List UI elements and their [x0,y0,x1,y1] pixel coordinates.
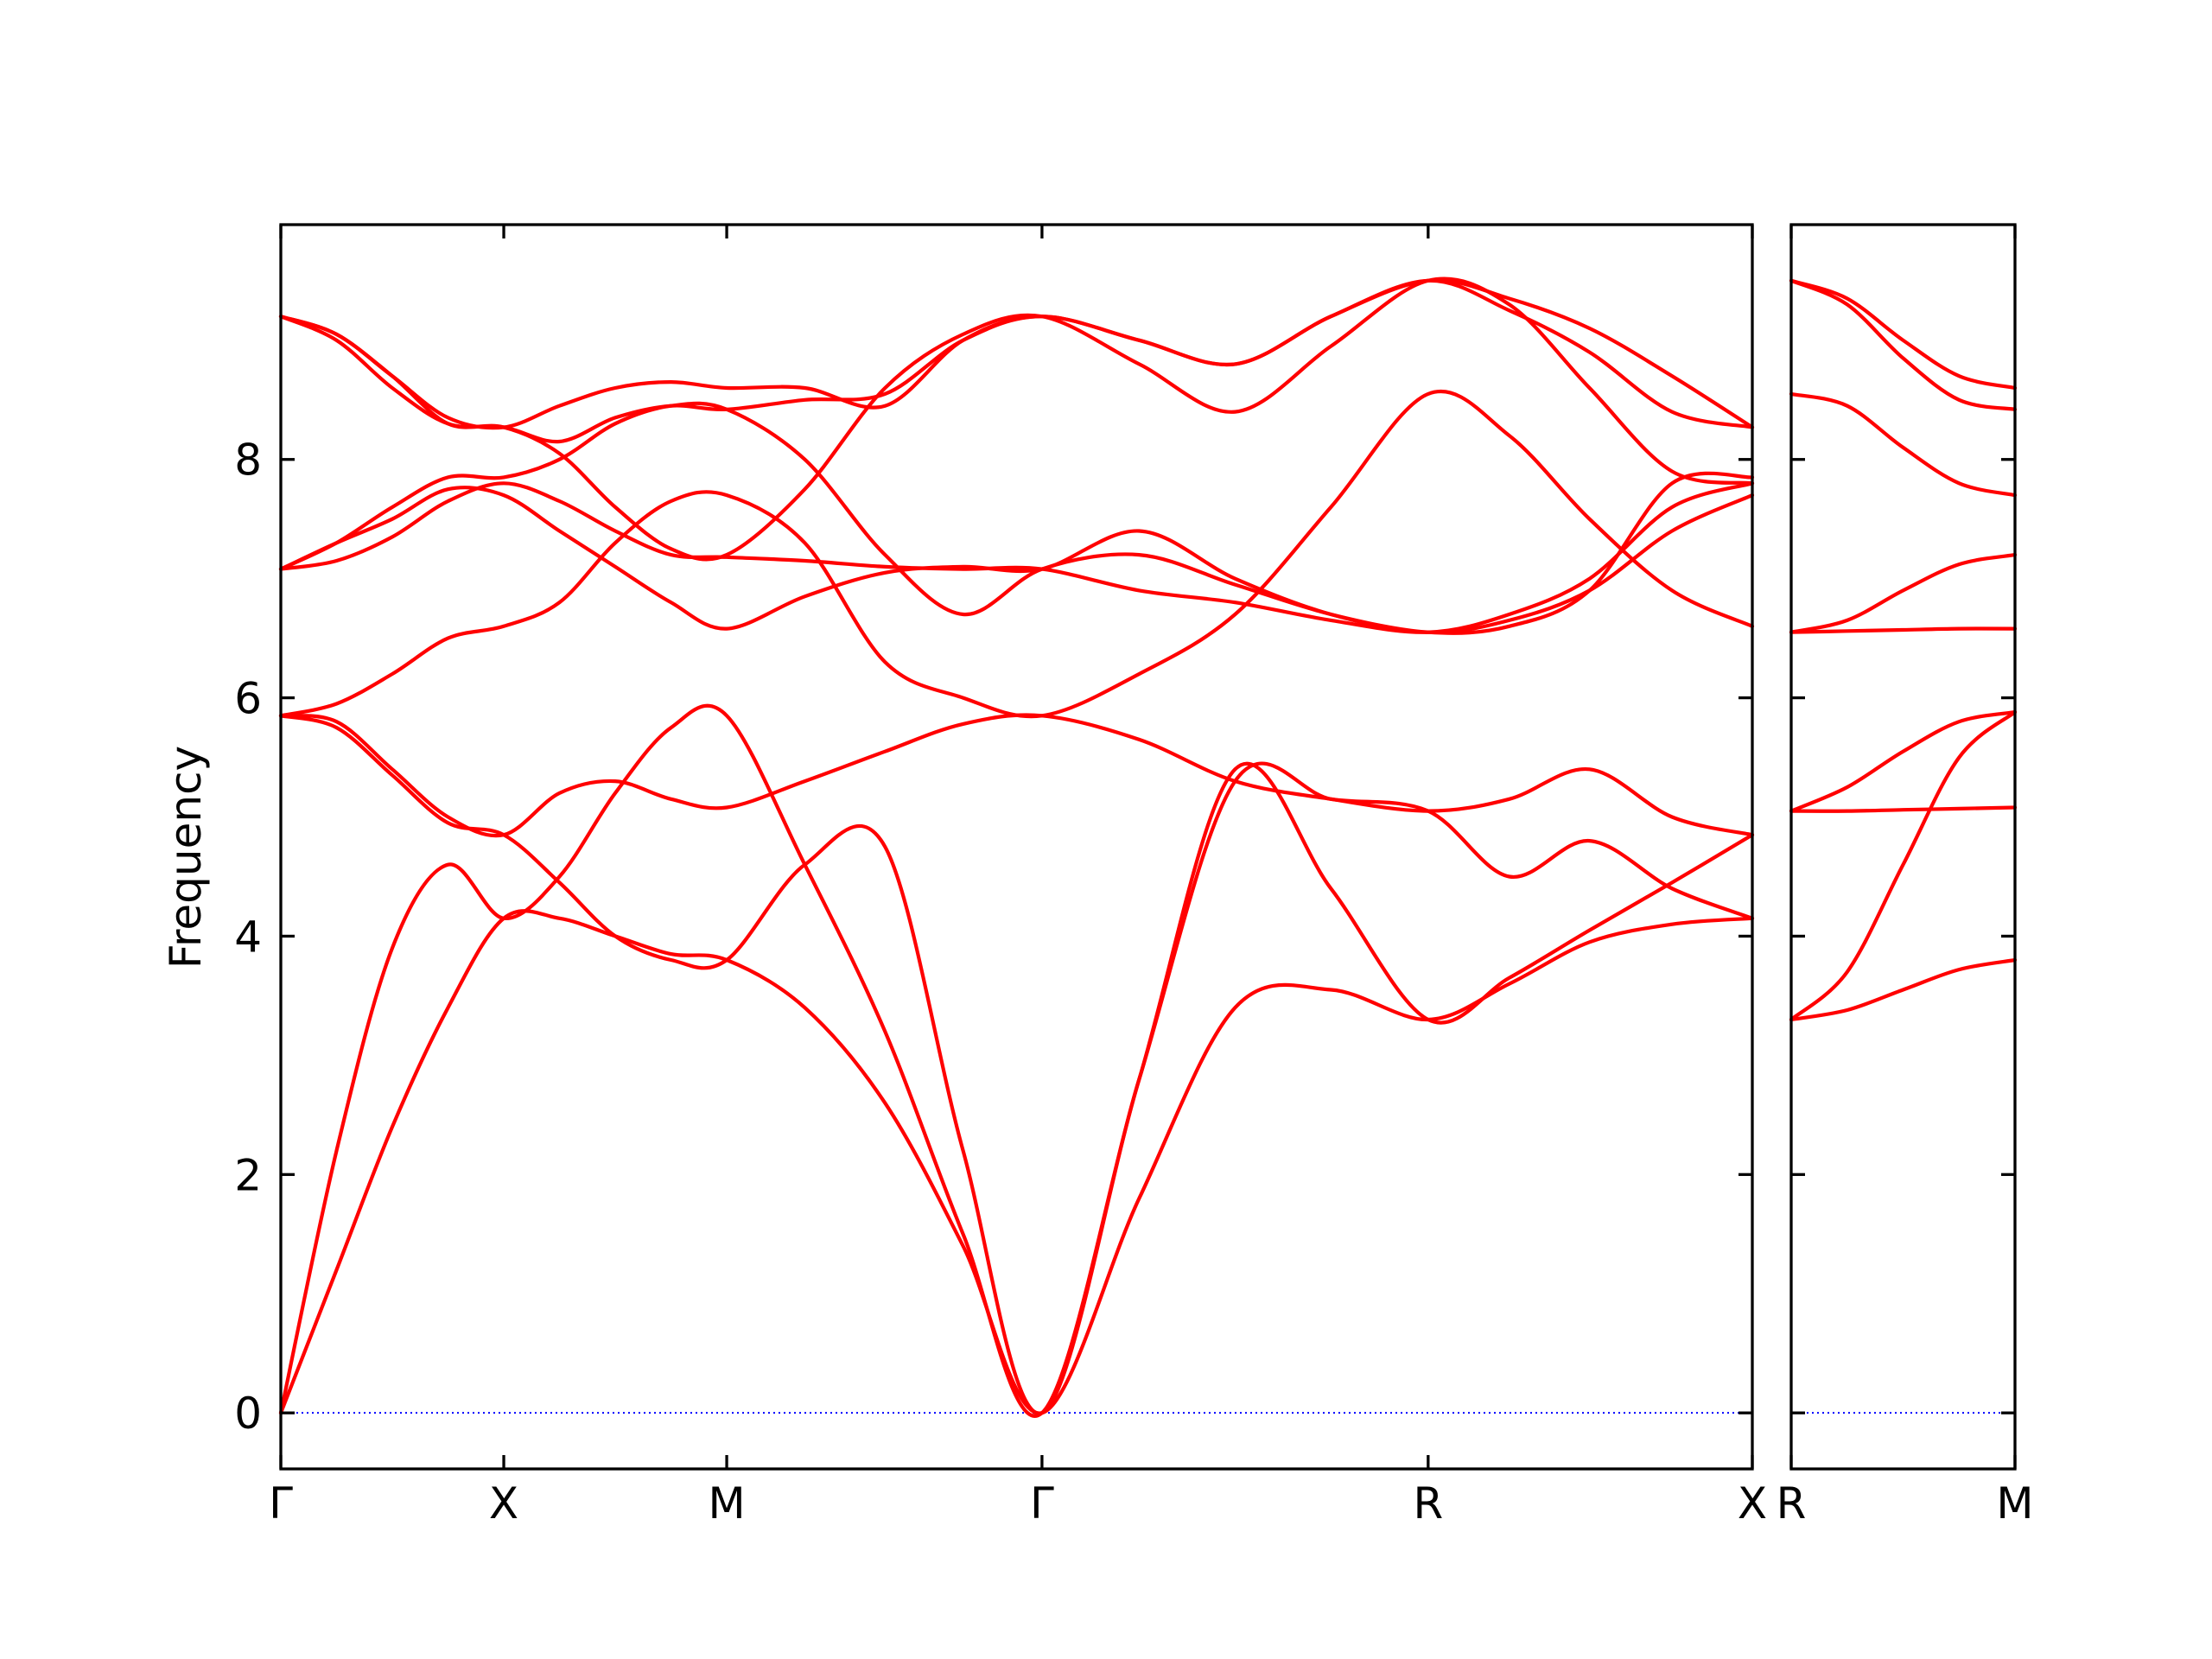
y-tick-label: 6 [234,674,262,724]
x-tick-label: M [1996,1478,2033,1529]
x-tick-label: R [1413,1478,1443,1529]
band-line-band-4 [278,713,1755,838]
band-line-band-2 [278,703,1755,1418]
y-axis-label: Frequency [161,746,211,969]
band-line-band-3 [1789,805,2018,813]
x-tick-label: Γ [269,1478,293,1529]
x-tick-label: X [1738,1478,1767,1529]
plot-frame [279,223,1754,1471]
band-line-band-5 [1789,626,2018,634]
band-line-band-7 [278,481,1755,634]
band-line-band-6 [1789,553,2018,634]
band-line-band-1 [1789,957,2018,1022]
band-line-band-4 [1789,710,2018,813]
band-line-band-3 [278,714,1755,1415]
band-line-band-8 [278,401,1755,635]
band-line-band-2 [1789,710,2018,1022]
x-tick-label: M [708,1478,745,1529]
band-line-band-1 [278,909,1755,1415]
plot-frame [1789,223,2017,1471]
y-tick-label: 0 [234,1389,262,1439]
panel-1: 0 2 4 6 8 Γ X M Γ R X [234,223,1767,1529]
band-line-band-5 [278,389,1755,719]
y-tick-label: 8 [234,435,262,486]
band-line-band-9 [1789,278,2018,391]
y-tick-label: 4 [234,912,262,962]
x-tick-label: R [1777,1478,1807,1529]
y-tick-label: 2 [234,1150,262,1200]
band-line-band-11 [278,278,1755,430]
x-tick-label: Γ [1030,1478,1054,1529]
band-line-band-7 [1789,391,2018,498]
band-line-band-8 [1789,278,2018,411]
x-tick-label: X [489,1478,518,1529]
